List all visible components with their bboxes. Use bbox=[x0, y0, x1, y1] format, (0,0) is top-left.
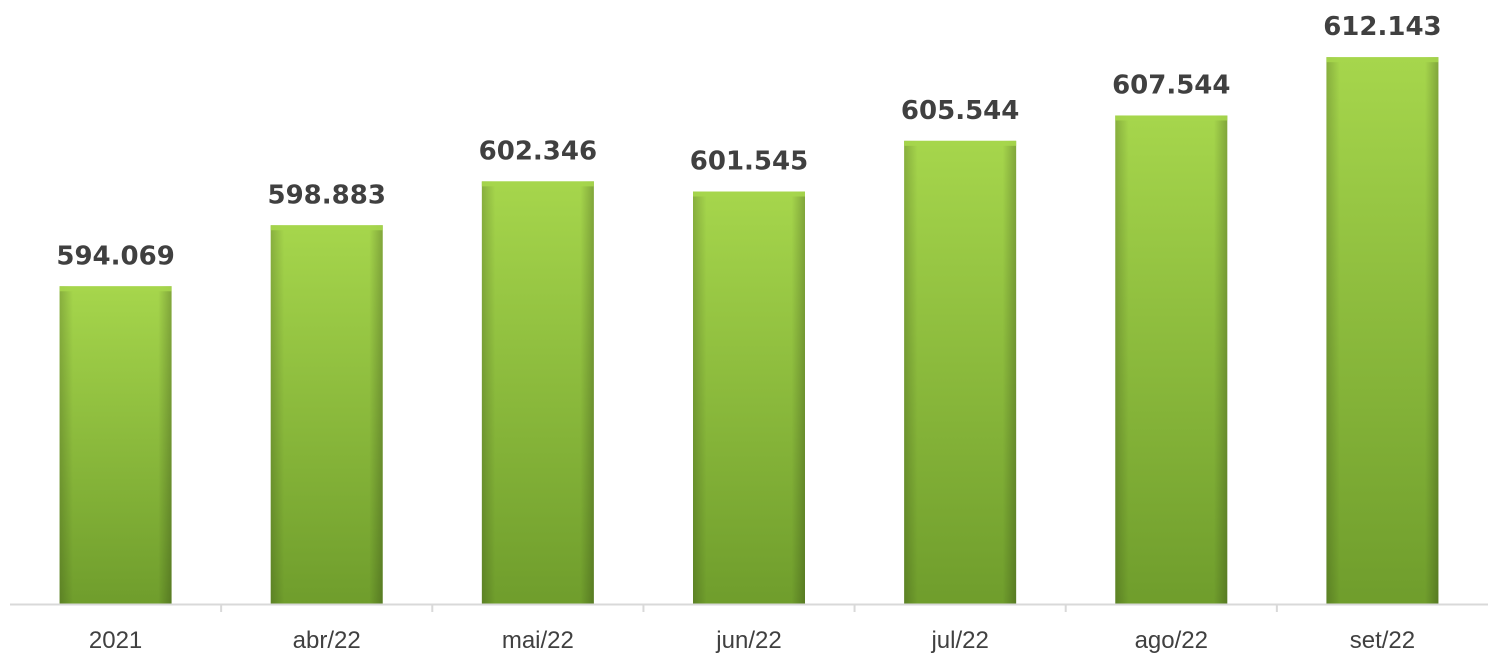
x-tick-label: set/22 bbox=[1350, 627, 1415, 654]
data-label: 598.883 bbox=[268, 180, 386, 210]
data-label: 605.544 bbox=[901, 96, 1019, 126]
bar-highlight bbox=[1326, 57, 1439, 63]
data-label: 612.143 bbox=[1323, 12, 1441, 42]
x-tick-label: mai/22 bbox=[502, 627, 574, 654]
bars-layer bbox=[59, 57, 1439, 605]
bar bbox=[693, 191, 805, 605]
bar bbox=[59, 286, 172, 604]
bar-shading bbox=[904, 140, 1017, 604]
bar-highlight bbox=[270, 225, 383, 231]
x-tick-label: jun/22 bbox=[715, 627, 781, 654]
bar-highlight bbox=[904, 140, 1017, 146]
x-tick-label: 2021 bbox=[89, 627, 142, 654]
bar-highlight bbox=[1115, 115, 1228, 121]
bar-shading bbox=[1326, 57, 1439, 604]
bar bbox=[1326, 57, 1439, 604]
bar-shading bbox=[270, 225, 383, 604]
x-tick-label: abr/22 bbox=[293, 627, 361, 654]
bar-shading bbox=[693, 191, 805, 605]
data-label: 594.069 bbox=[56, 241, 174, 271]
bar-shading bbox=[481, 181, 594, 604]
bar bbox=[904, 140, 1017, 604]
bar-highlight bbox=[59, 286, 172, 292]
data-label: 602.346 bbox=[479, 136, 597, 166]
bar-highlight bbox=[481, 181, 594, 187]
bar-highlight bbox=[693, 191, 805, 197]
x-tick-label: ago/22 bbox=[1135, 627, 1208, 654]
bar bbox=[270, 225, 383, 604]
data-label: 607.544 bbox=[1112, 70, 1230, 100]
x-axis: 2021 abr/22 mai/22 jun/22 jul/22 ago/22 set/22 bbox=[10, 603, 1488, 654]
value-labels-layer: 594.069 598.883 602.346 601.545 605.544 607.5… bbox=[56, 12, 1441, 271]
x-tick-label: jul/22 bbox=[930, 627, 988, 654]
bar bbox=[481, 181, 594, 604]
bar-shading bbox=[59, 286, 172, 604]
bar-shading bbox=[1115, 115, 1228, 605]
data-label: 601.545 bbox=[690, 147, 808, 177]
bar bbox=[1115, 115, 1228, 605]
